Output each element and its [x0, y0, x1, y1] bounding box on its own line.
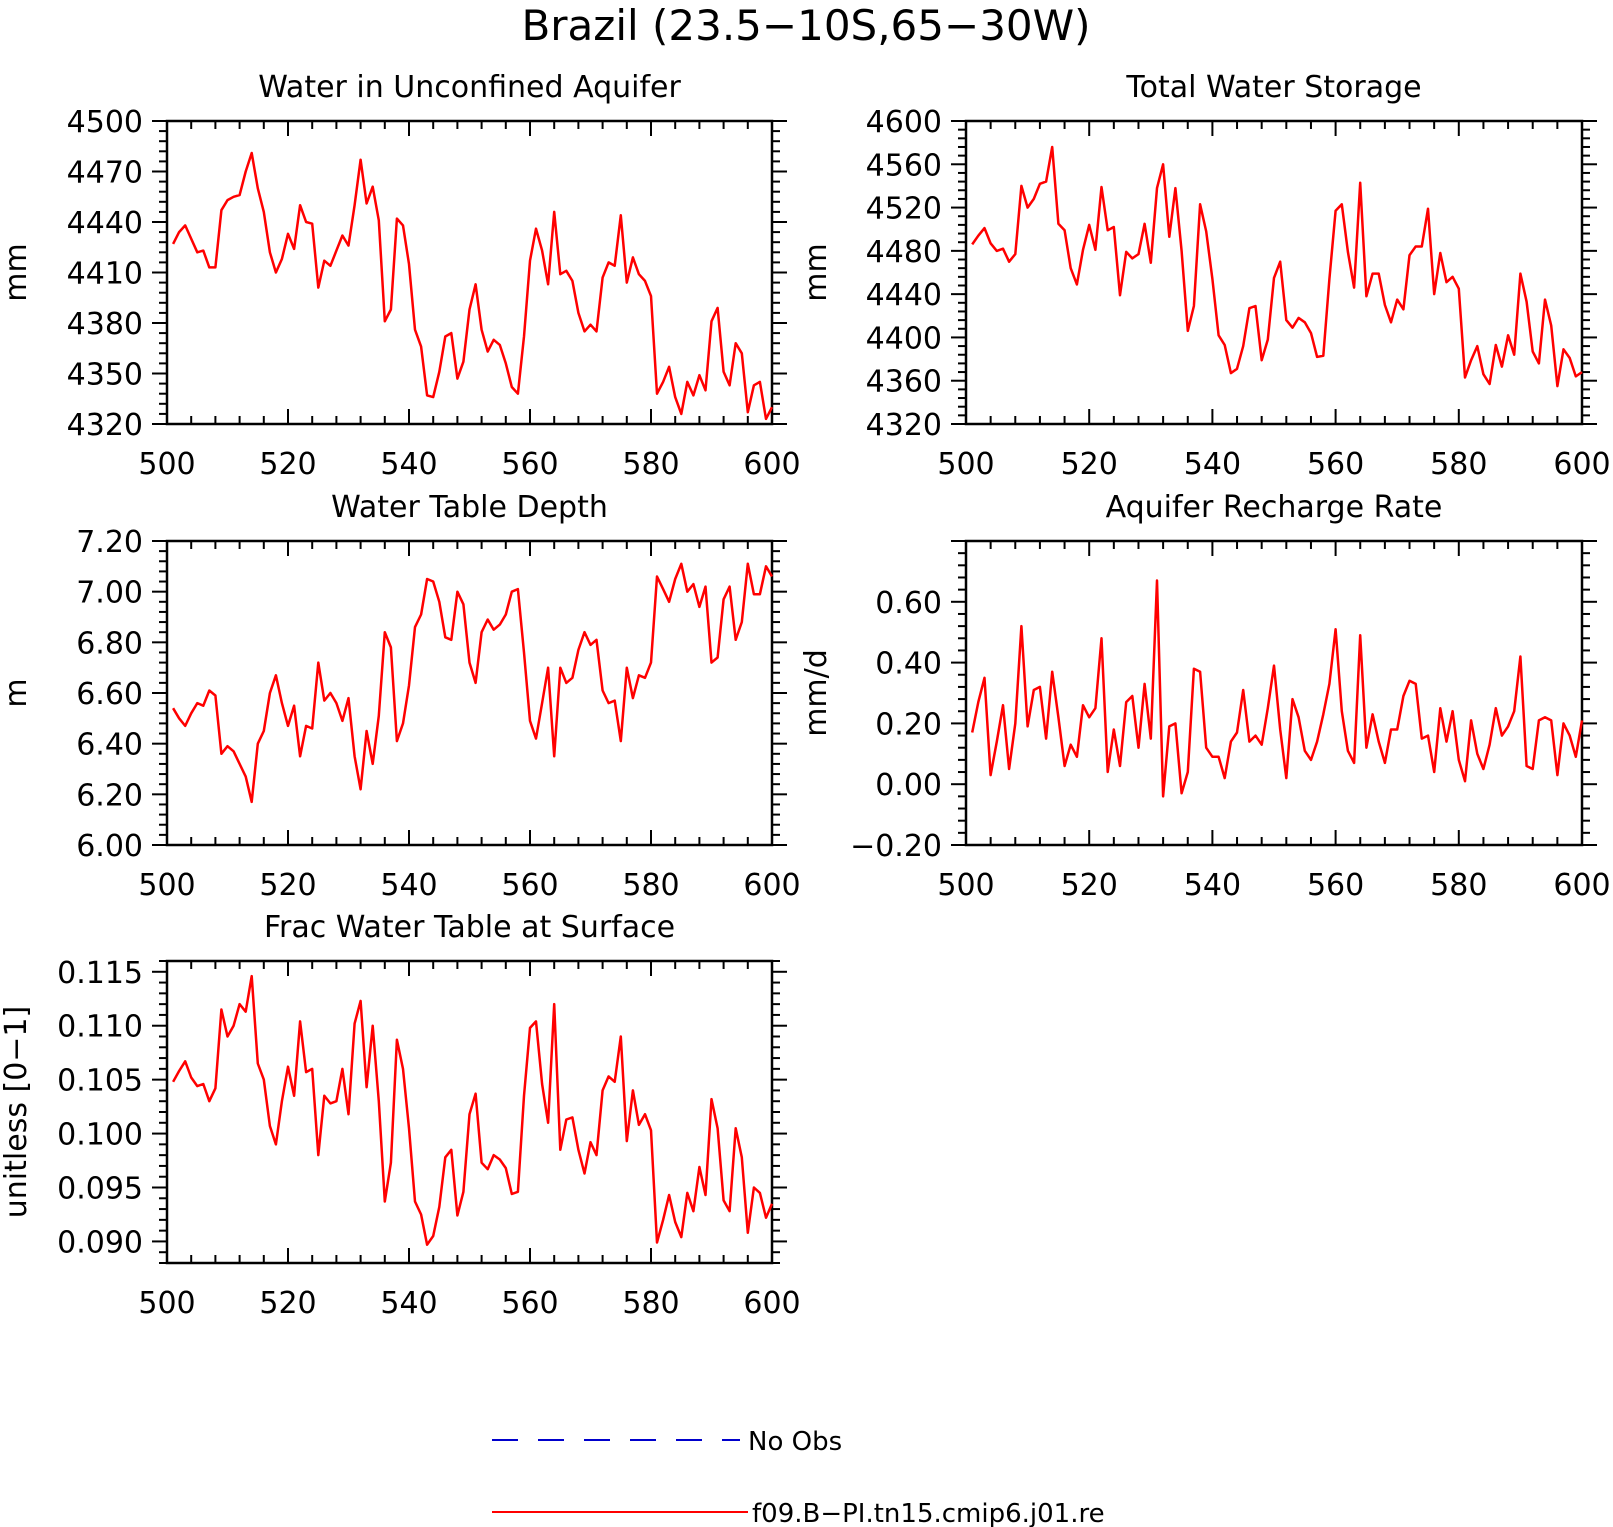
y-tick-label: 0.095 — [57, 1172, 143, 1207]
legend-label-no-obs: No Obs — [748, 1427, 842, 1457]
series-line-model — [971, 145, 1583, 388]
panel-2: Total Water Storage mm 500 520 540 560 580 600 4… — [799, 70, 1611, 482]
y-tick-label: 6.40 — [76, 728, 143, 763]
y-tick-label: 0.00 — [875, 768, 942, 803]
x-tick-label: 540 — [380, 868, 437, 903]
y-tick-label: 6.60 — [76, 677, 143, 712]
panel-4: Aquifer Recharge Rate mm/d 500 520 540 560 580… — [799, 490, 1611, 903]
y-tick-label: 7.20 — [76, 525, 143, 560]
legend-label-model: f09.B−PI.tn15.cmip6.j01.re — [752, 1499, 1105, 1527]
y-tick-label: 4320 — [67, 408, 143, 443]
x-tick-label: 500 — [937, 868, 994, 903]
y-tick-label: 4500 — [67, 105, 143, 140]
y-axis-label: m — [0, 678, 34, 707]
x-tick-label: 500 — [138, 447, 195, 482]
y-axis-label: mm — [0, 243, 34, 301]
y-tick-label: 0.20 — [875, 707, 942, 742]
figure-title: Brazil (23.5−10S,65−30W) — [521, 1, 1090, 50]
panel-title: Aquifer Recharge Rate — [1106, 490, 1443, 525]
panel-1: Water in Unconfined Aquifer mm 500 520 540 56… — [0, 70, 801, 482]
x-tick-label: 560 — [501, 447, 558, 482]
legend: No Obs f09.B−PI.tn15.cmip6.j01.re — [492, 1427, 1105, 1527]
series-line-model — [172, 562, 774, 804]
y-tick-label: 0.110 — [57, 1010, 143, 1045]
x-tick-label: 520 — [1061, 868, 1118, 903]
panel-title: Water in Unconfined Aquifer — [258, 70, 681, 105]
y-tick-label: 0.60 — [875, 586, 942, 621]
x-tick-label: 540 — [1184, 868, 1241, 903]
x-tick-label: 580 — [622, 1286, 679, 1321]
x-tick-label: 520 — [259, 868, 316, 903]
x-tick-label: 600 — [743, 1286, 800, 1321]
y-tick-label: 7.00 — [76, 576, 143, 611]
series-line-model — [172, 974, 774, 1246]
y-tick-label: 0.105 — [57, 1064, 143, 1099]
x-tick-label: 580 — [622, 447, 679, 482]
x-tick-label: 560 — [1307, 868, 1364, 903]
x-tick-label: 500 — [138, 868, 195, 903]
series-line-model — [970, 579, 1584, 798]
panels: Water in Unconfined Aquifer mm 500 520 540 56… — [0, 70, 1611, 1321]
y-tick-label: 0.40 — [875, 647, 942, 682]
panel-title: Frac Water Table at Surface — [264, 910, 675, 945]
x-tick-label: 560 — [1307, 447, 1364, 482]
series-line-model — [171, 151, 774, 421]
y-tick-label: 4320 — [866, 408, 942, 443]
y-tick-label: 4470 — [67, 156, 143, 191]
x-tick-label: 580 — [1430, 868, 1487, 903]
plot-frame — [964, 119, 1584, 426]
x-tick-label: 540 — [1184, 447, 1241, 482]
x-tick-label: 560 — [501, 1286, 558, 1321]
y-tick-label: 4480 — [866, 235, 942, 270]
x-tick-label: 600 — [1553, 868, 1610, 903]
y-tick-label: 0.100 — [57, 1118, 143, 1153]
x-tick-label: 520 — [259, 1286, 316, 1321]
y-tick-label: 4560 — [866, 148, 942, 183]
panel-title: Water Table Depth — [331, 490, 608, 525]
x-tick-label: 520 — [1061, 447, 1118, 482]
x-tick-label: 560 — [501, 868, 558, 903]
panel-5: Frac Water Table at Surface unitless [0−1… — [0, 910, 801, 1321]
y-tick-label: 4400 — [866, 321, 942, 356]
y-tick-label: 6.80 — [76, 626, 143, 661]
y-tick-label: 4600 — [866, 105, 942, 140]
x-tick-label: 600 — [743, 868, 800, 903]
y-tick-label: 4380 — [67, 307, 143, 342]
y-axis-label: mm/d — [799, 649, 834, 737]
plot-frame — [964, 539, 1584, 847]
y-tick-label: 4350 — [67, 358, 143, 393]
y-tick-label: 6.20 — [76, 778, 143, 813]
x-tick-label: 600 — [1553, 447, 1610, 482]
x-tick-label: 600 — [743, 447, 800, 482]
x-tick-label: 520 — [259, 447, 316, 482]
y-tick-label: 4360 — [866, 365, 942, 400]
x-tick-label: 580 — [1430, 447, 1487, 482]
y-axis-label: unitless [0−1] — [0, 1006, 34, 1218]
plot-frame — [165, 539, 774, 847]
y-tick-label: 0.115 — [57, 956, 143, 991]
y-tick-label: 4440 — [866, 278, 942, 313]
x-tick-label: 580 — [622, 868, 679, 903]
panel-title: Total Water Storage — [1125, 70, 1421, 105]
y-tick-label: 6.00 — [76, 829, 143, 864]
plot-frame — [165, 119, 774, 426]
y-tick-label: −0.20 — [850, 829, 942, 864]
x-tick-label: 540 — [380, 1286, 437, 1321]
x-tick-label: 500 — [138, 1286, 195, 1321]
y-tick-label: 0.090 — [57, 1225, 143, 1260]
x-tick-label: 500 — [937, 447, 994, 482]
y-tick-label: 4520 — [866, 192, 942, 227]
y-tick-label: 4410 — [67, 257, 143, 292]
y-tick-label: 4440 — [67, 206, 143, 241]
x-tick-label: 540 — [380, 447, 437, 482]
panel-3: Water Table Depth m 500 520 540 560 580 600 6.00… — [0, 490, 801, 903]
y-axis-label: mm — [799, 243, 834, 301]
